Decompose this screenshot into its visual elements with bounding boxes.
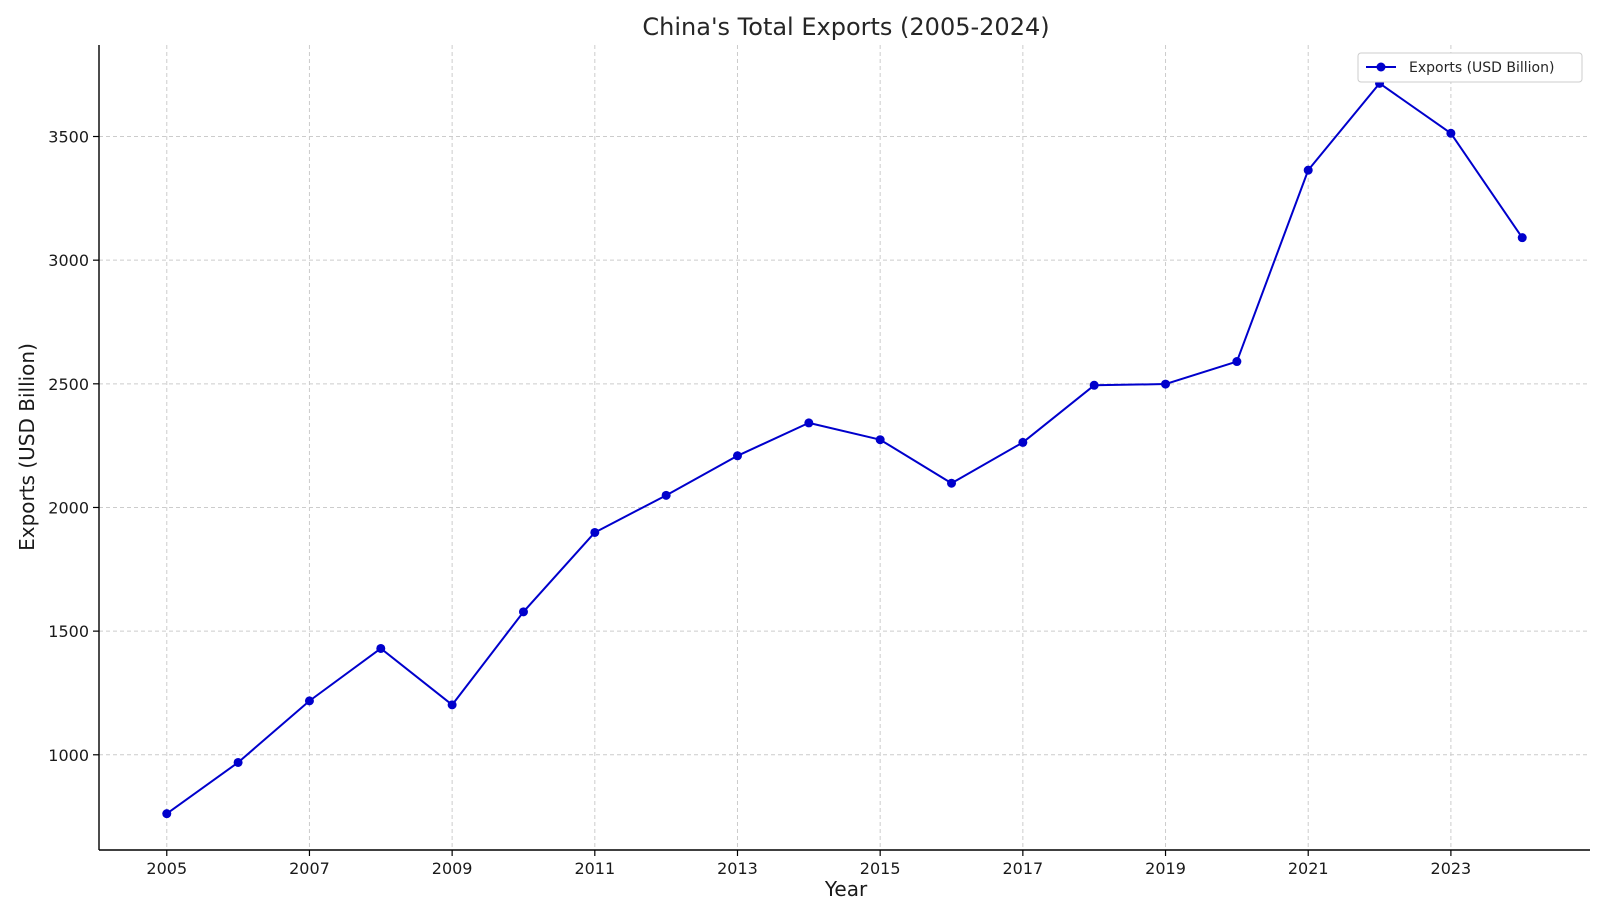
x-tick-label: 2023 xyxy=(1431,859,1472,878)
data-point-2008 xyxy=(376,643,386,653)
data-point-2018 xyxy=(1089,380,1099,390)
data-point-2019 xyxy=(1161,379,1171,389)
legend: Exports (USD Billion) xyxy=(1357,52,1583,83)
data-point-2024 xyxy=(1517,233,1527,243)
data-point-2006 xyxy=(233,757,243,767)
chart-title: China's Total Exports (2005-2024) xyxy=(642,13,1049,41)
grid-lines xyxy=(99,45,1590,850)
x-tick-label: 2009 xyxy=(432,859,473,878)
data-point-2014 xyxy=(804,418,814,428)
y-tick-label: 3000 xyxy=(48,251,89,270)
y-tick-label: 3500 xyxy=(48,128,89,147)
data-point-2015 xyxy=(875,435,885,445)
y-axis-label: Exports (USD Billion) xyxy=(15,343,39,551)
data-point-2013 xyxy=(732,451,742,461)
legend-box xyxy=(1357,52,1583,83)
series-exports xyxy=(162,78,1527,819)
x-tick-label: 2019 xyxy=(1145,859,1186,878)
series-line-0 xyxy=(166,82,1524,815)
data-point-2011 xyxy=(590,527,600,537)
legend-entry-exports: Exports (USD Billion) xyxy=(1409,60,1554,76)
x-tick-label: 2005 xyxy=(146,859,187,878)
x-axis-ticks: 2005 2007 2009 2011 2013 2015 2017 2019 2021 2023 xyxy=(146,850,1471,878)
x-tick-label: 2021 xyxy=(1288,859,1329,878)
x-tick-label: 2017 xyxy=(1002,859,1043,878)
data-point-2005 xyxy=(162,809,172,819)
data-point-2023 xyxy=(1446,128,1456,138)
data-point-2021 xyxy=(1303,165,1313,175)
x-tick-label: 2015 xyxy=(860,859,901,878)
x-tick-label: 2013 xyxy=(717,859,758,878)
data-point-2017 xyxy=(1018,437,1028,447)
y-tick-label: 1000 xyxy=(48,746,89,765)
data-point-2016 xyxy=(947,478,957,488)
x-tick-label: 2011 xyxy=(574,859,615,878)
y-tick-label: 1500 xyxy=(48,622,89,641)
legend-marker-sample xyxy=(1376,62,1386,72)
y-axis-ticks: 1000 1500 2000 2500 3000 3500 xyxy=(48,128,99,765)
x-tick-label: 2007 xyxy=(289,859,330,878)
data-point-2020 xyxy=(1232,357,1242,367)
data-point-2009 xyxy=(447,700,457,710)
x-axis-label: Year xyxy=(824,877,868,901)
y-tick-label: 2000 xyxy=(48,498,89,517)
data-point-2007 xyxy=(304,696,314,706)
y-tick-label: 2500 xyxy=(48,375,89,394)
data-point-2010 xyxy=(518,607,528,617)
data-point-2012 xyxy=(661,490,671,500)
